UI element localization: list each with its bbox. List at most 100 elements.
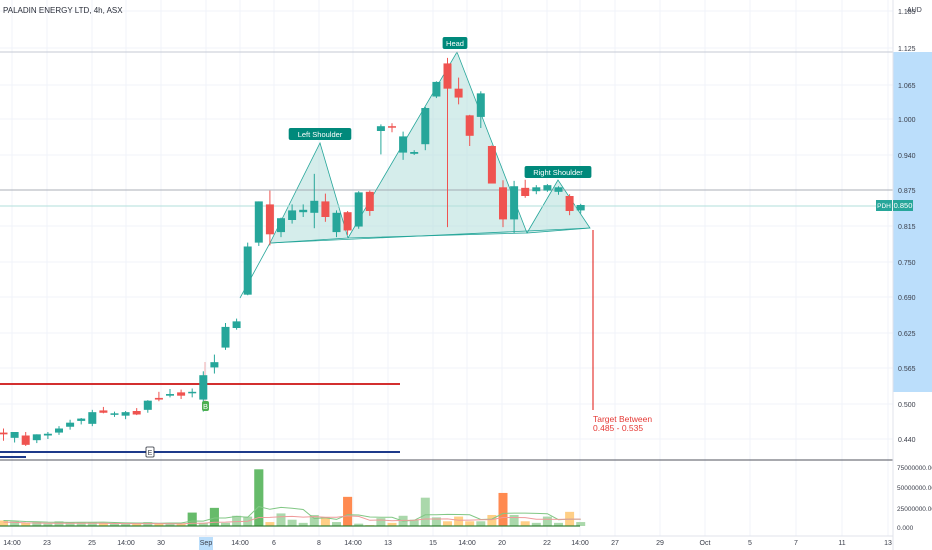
time-tick-label: 14:00 <box>571 540 589 547</box>
candle-down <box>521 187 530 196</box>
volume-bar <box>276 513 286 526</box>
candle-up <box>210 362 219 368</box>
time-tick-label: 14:00 <box>3 540 21 547</box>
volume-bar <box>121 523 131 526</box>
time-tick-label: 27 <box>611 540 619 547</box>
candle-up <box>188 391 197 394</box>
volume-bar <box>387 522 397 526</box>
candle-down <box>132 411 141 415</box>
time-tick-label: 20 <box>498 540 506 547</box>
time-highlight <box>199 537 213 550</box>
volume-bar-strong <box>498 492 508 526</box>
head-text: Head <box>446 39 464 48</box>
volume-tick-label: 25000000.000 <box>897 506 932 513</box>
volume-bar <box>265 522 275 526</box>
volume-bar <box>443 521 452 526</box>
candle-down <box>487 146 496 184</box>
candle-down <box>154 397 163 400</box>
time-tick-label: Oct <box>700 540 711 547</box>
candle-up <box>543 185 552 191</box>
time-tick-label: 5 <box>748 540 752 547</box>
candle-up <box>110 413 119 415</box>
candle-up <box>232 321 241 329</box>
volume-bar <box>10 521 20 526</box>
time-tick-label: Sep <box>200 540 213 547</box>
volume-bar <box>287 519 297 526</box>
marker-b-text: B <box>203 402 208 411</box>
current-price-tag-label: PDH <box>877 203 891 210</box>
volume-bar <box>476 521 486 526</box>
volume-bar <box>76 522 86 526</box>
candle-up <box>510 186 519 220</box>
candle-up <box>288 210 297 220</box>
candle-up <box>121 412 130 416</box>
candle-up <box>432 81 441 97</box>
volume-bar <box>509 514 519 526</box>
time-tick-label: 13 <box>884 540 892 547</box>
candle-up <box>77 418 86 421</box>
right-shoulder-text: Right Shoulder <box>533 168 583 177</box>
volume-bar <box>298 522 308 526</box>
time-tick-label: 14:00 <box>344 540 362 547</box>
price-axis[interactable]: 1.185 1.125 1.065 1.000 0.940 0.875 0.815 0.750… <box>876 9 916 444</box>
price-tick-label: 1.000 <box>898 117 916 124</box>
price-tick-label: 1.125 <box>898 46 916 53</box>
time-tick-label: 8 <box>317 540 321 547</box>
candle-up <box>43 433 52 436</box>
volume-bar <box>232 515 242 526</box>
volume-bar <box>176 523 186 526</box>
price-tick-label: 0.625 <box>898 331 916 338</box>
neckline <box>269 227 591 244</box>
volume-bar <box>520 521 530 526</box>
price-tick-label: 0.940 <box>898 153 916 160</box>
volume-bar <box>110 523 119 526</box>
time-tick-label: 14:00 <box>117 540 135 547</box>
volume-bar <box>65 522 75 526</box>
candle-up <box>32 434 41 441</box>
candle-down <box>365 191 374 211</box>
time-tick-label: 22 <box>543 540 551 547</box>
volume-bar <box>21 522 31 526</box>
time-tick-label: 6 <box>272 540 276 547</box>
target-label-line2: 0.485 - 0.535 <box>593 423 643 433</box>
marker-e-badge <box>145 446 155 458</box>
candle-up <box>354 192 363 227</box>
candle-down <box>265 204 274 235</box>
volume-bar <box>531 522 541 526</box>
time-tick-label: 15 <box>429 540 437 547</box>
volume-bar <box>420 497 430 526</box>
price-tick-label: 0.815 <box>898 224 916 231</box>
candle-up <box>421 108 430 145</box>
chart-title: PALADIN ENERGY LTD, 4h, ASX <box>3 6 123 15</box>
volume-bar <box>154 523 164 526</box>
volume-tick-label: 0.000 <box>897 525 914 532</box>
candle-up <box>243 246 252 295</box>
time-axis[interactable]: 14:00 23 25 14:00 30 Sep 14:00 6 8 14:00 13 15 14:00… <box>0 535 893 550</box>
volume-axis[interactable]: 75000000.000 50000000.000 25000000.000 0.00… <box>897 465 932 532</box>
volume-bar <box>320 517 330 526</box>
candle-up <box>410 152 419 154</box>
volume-bar <box>98 522 108 526</box>
volume-bar <box>454 516 464 526</box>
candle-up <box>376 126 385 131</box>
head-badge <box>442 37 468 49</box>
volume-tick-label: 75000000.000 <box>897 465 932 472</box>
candle-down <box>321 201 330 217</box>
volume-bar-strong <box>254 469 264 526</box>
candle-up <box>254 201 263 243</box>
price-tick-label: 1.065 <box>898 83 916 90</box>
time-tick-label: 29 <box>656 540 664 547</box>
time-tick-label: 13 <box>384 540 392 547</box>
price-tick-label: 0.565 <box>898 366 916 373</box>
volume-ma-line-slow <box>3 515 581 525</box>
candle-up <box>10 432 19 438</box>
candle-up <box>199 375 208 400</box>
volume-bar <box>309 514 319 526</box>
current-price-tag-bg <box>876 200 892 211</box>
candle-down <box>443 63 452 89</box>
candle-down <box>99 410 108 413</box>
volume-bar <box>487 514 497 526</box>
currency-label[interactable]: AUD <box>907 7 922 14</box>
marker-b-badge <box>202 401 209 411</box>
